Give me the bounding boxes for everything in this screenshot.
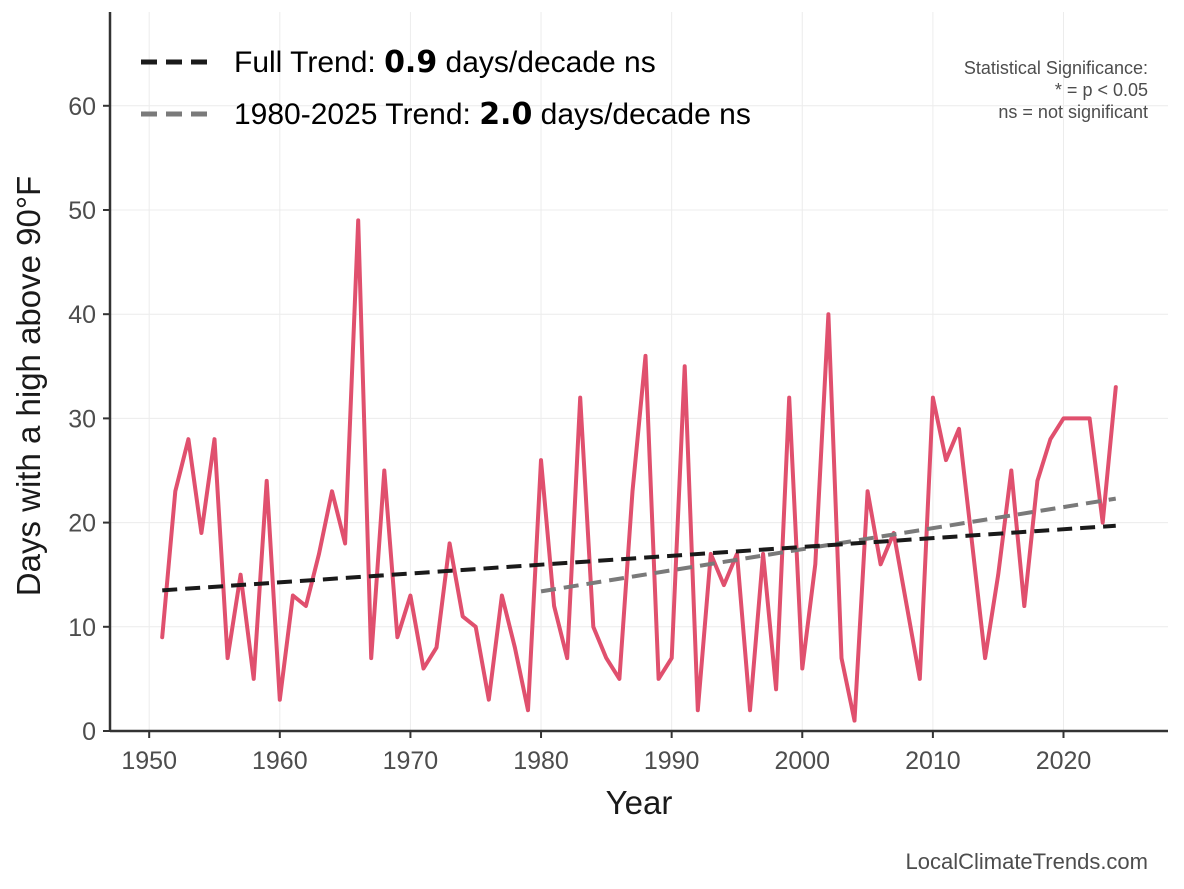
y-tick-label: 30 bbox=[68, 405, 96, 433]
y-tick-label: 60 bbox=[68, 93, 96, 121]
x-axis-title: Year bbox=[606, 784, 673, 821]
x-tick-label: 1960 bbox=[252, 747, 308, 775]
significance-line-1: * = p < 0.05 bbox=[1055, 80, 1148, 100]
series-line bbox=[160, 218, 1118, 723]
x-tick-label: 1950 bbox=[121, 747, 177, 775]
x-tick-label: 1980 bbox=[513, 747, 569, 775]
y-tick-label: 40 bbox=[68, 301, 96, 329]
y-tick-label: 50 bbox=[68, 197, 96, 225]
x-tick-label: 2020 bbox=[1036, 747, 1092, 775]
recent-trend-line bbox=[540, 496, 1117, 594]
source-caption: LocalClimateTrends.com bbox=[906, 849, 1149, 874]
x-tick-label: 1990 bbox=[644, 747, 700, 775]
x-tick-label: 2010 bbox=[905, 747, 961, 775]
full-trend-line bbox=[162, 523, 1116, 593]
legend-recent-trend-label: 1980-2025 Trend: 2.0 days/decade ns bbox=[234, 97, 751, 132]
significance-title: Statistical Significance: bbox=[964, 58, 1148, 78]
y-tick-label: 10 bbox=[68, 614, 96, 642]
tick-labels: 0 10 20 30 40 50 60 1950 1960 1970 1980 1990 2000 201… bbox=[68, 93, 1091, 775]
y-axis-title: Days with a high above 90°F bbox=[10, 176, 47, 596]
trend-lines bbox=[162, 496, 1117, 594]
y-tick-label: 20 bbox=[68, 510, 96, 538]
grid bbox=[110, 12, 1168, 732]
x-tick-label: 2000 bbox=[774, 747, 830, 775]
legend-recent-trend-value: 2.0 bbox=[479, 97, 532, 132]
significance-line-2: ns = not significant bbox=[998, 102, 1148, 122]
legend: Full Trend: 0.9 days/decade ns 1980-2025… bbox=[141, 45, 751, 132]
y-tick-label: 0 bbox=[82, 718, 96, 746]
data-series bbox=[160, 218, 1118, 723]
legend-full-trend-label: Full Trend: 0.9 days/decade ns bbox=[234, 45, 656, 80]
axes bbox=[108, 12, 1168, 733]
x-tick-label: 1970 bbox=[383, 747, 439, 775]
significance-note: Statistical Significance: * = p < 0.05 n… bbox=[964, 58, 1148, 122]
legend-full-trend-value: 0.9 bbox=[384, 45, 437, 80]
